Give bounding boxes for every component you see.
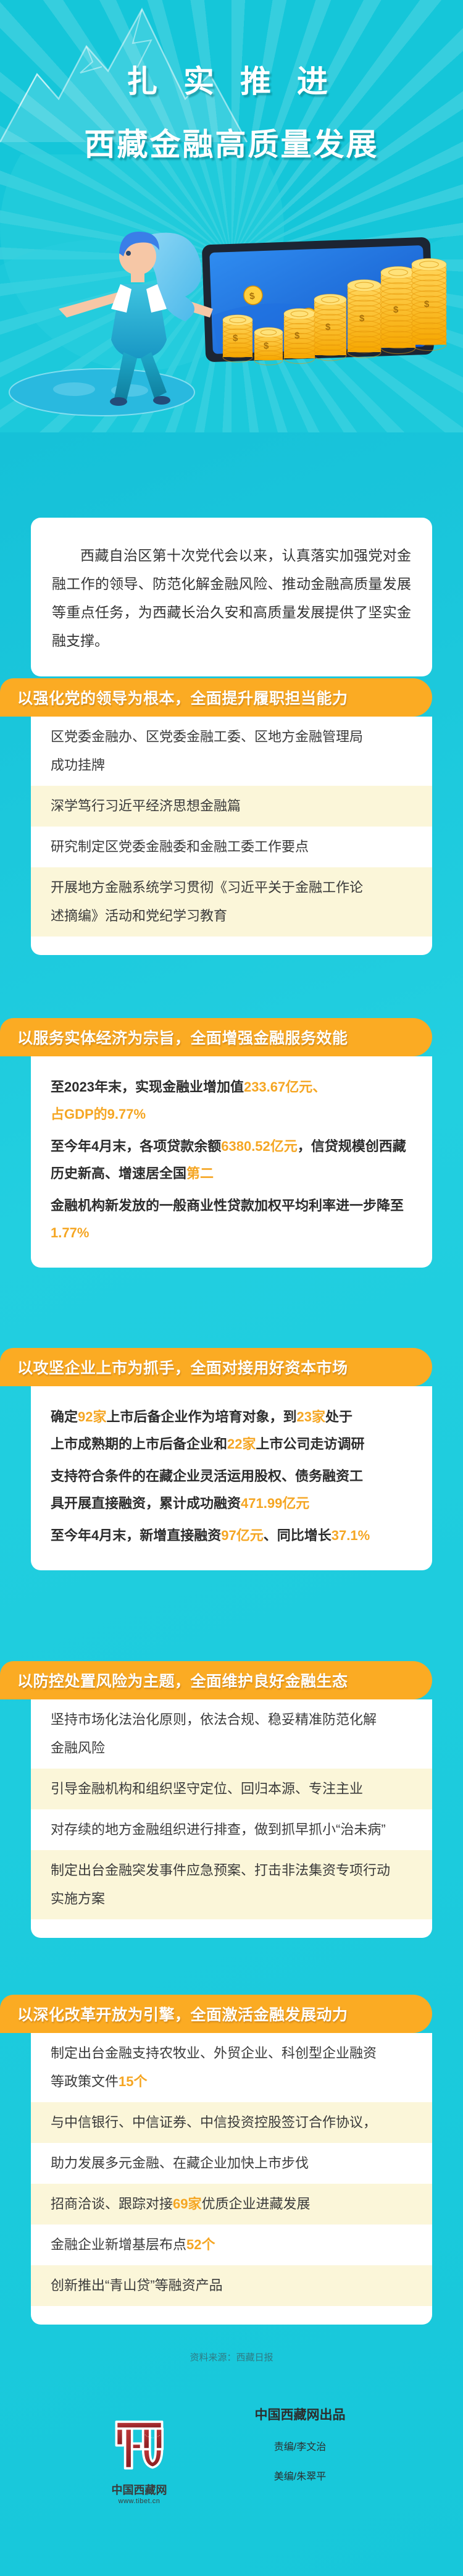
svg-text:$: $	[325, 322, 331, 332]
svg-text:$: $	[393, 305, 399, 315]
svg-text:$: $	[359, 313, 365, 324]
svg-text:$: $	[294, 330, 300, 341]
svg-text:$: $	[264, 341, 269, 351]
svg-text:$: $	[233, 333, 238, 343]
svg-text:$: $	[424, 299, 430, 309]
